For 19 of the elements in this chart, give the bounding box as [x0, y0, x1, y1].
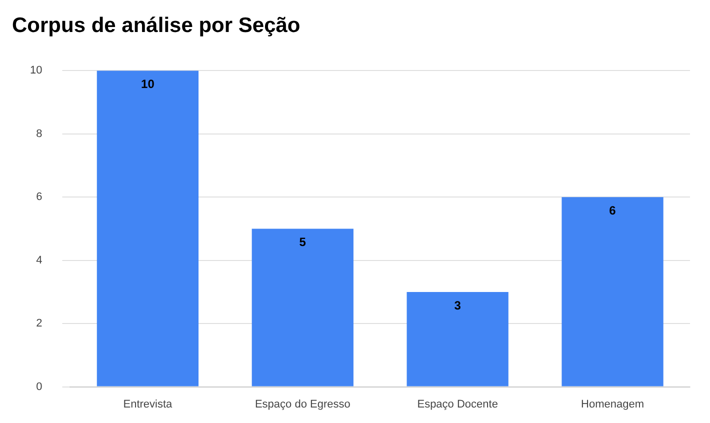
x-tick-label: Homenagem [581, 398, 644, 410]
data-label: 5 [299, 235, 306, 250]
y-tick-label: 10 [30, 64, 42, 77]
y-tick-label: 2 [36, 318, 42, 330]
y-tick-label: 0 [36, 380, 42, 393]
bar [96, 70, 199, 386]
y-tick-label: 4 [36, 254, 42, 266]
y-tick-label: 6 [36, 191, 42, 204]
chart-title: Corpus de análise por Seção [12, 14, 302, 39]
bar [252, 228, 354, 386]
data-label: 3 [454, 298, 462, 312]
x-tick-label: Entrevista [123, 398, 174, 410]
data-label: 10 [141, 76, 155, 91]
bar [406, 292, 508, 386]
bar [562, 197, 664, 386]
x-tick-label: Espaço Docente [417, 398, 498, 410]
y-tick-label: 8 [36, 128, 42, 140]
x-tick-label: Espaço do Egresso [254, 398, 350, 410]
data-label: 6 [609, 203, 616, 218]
